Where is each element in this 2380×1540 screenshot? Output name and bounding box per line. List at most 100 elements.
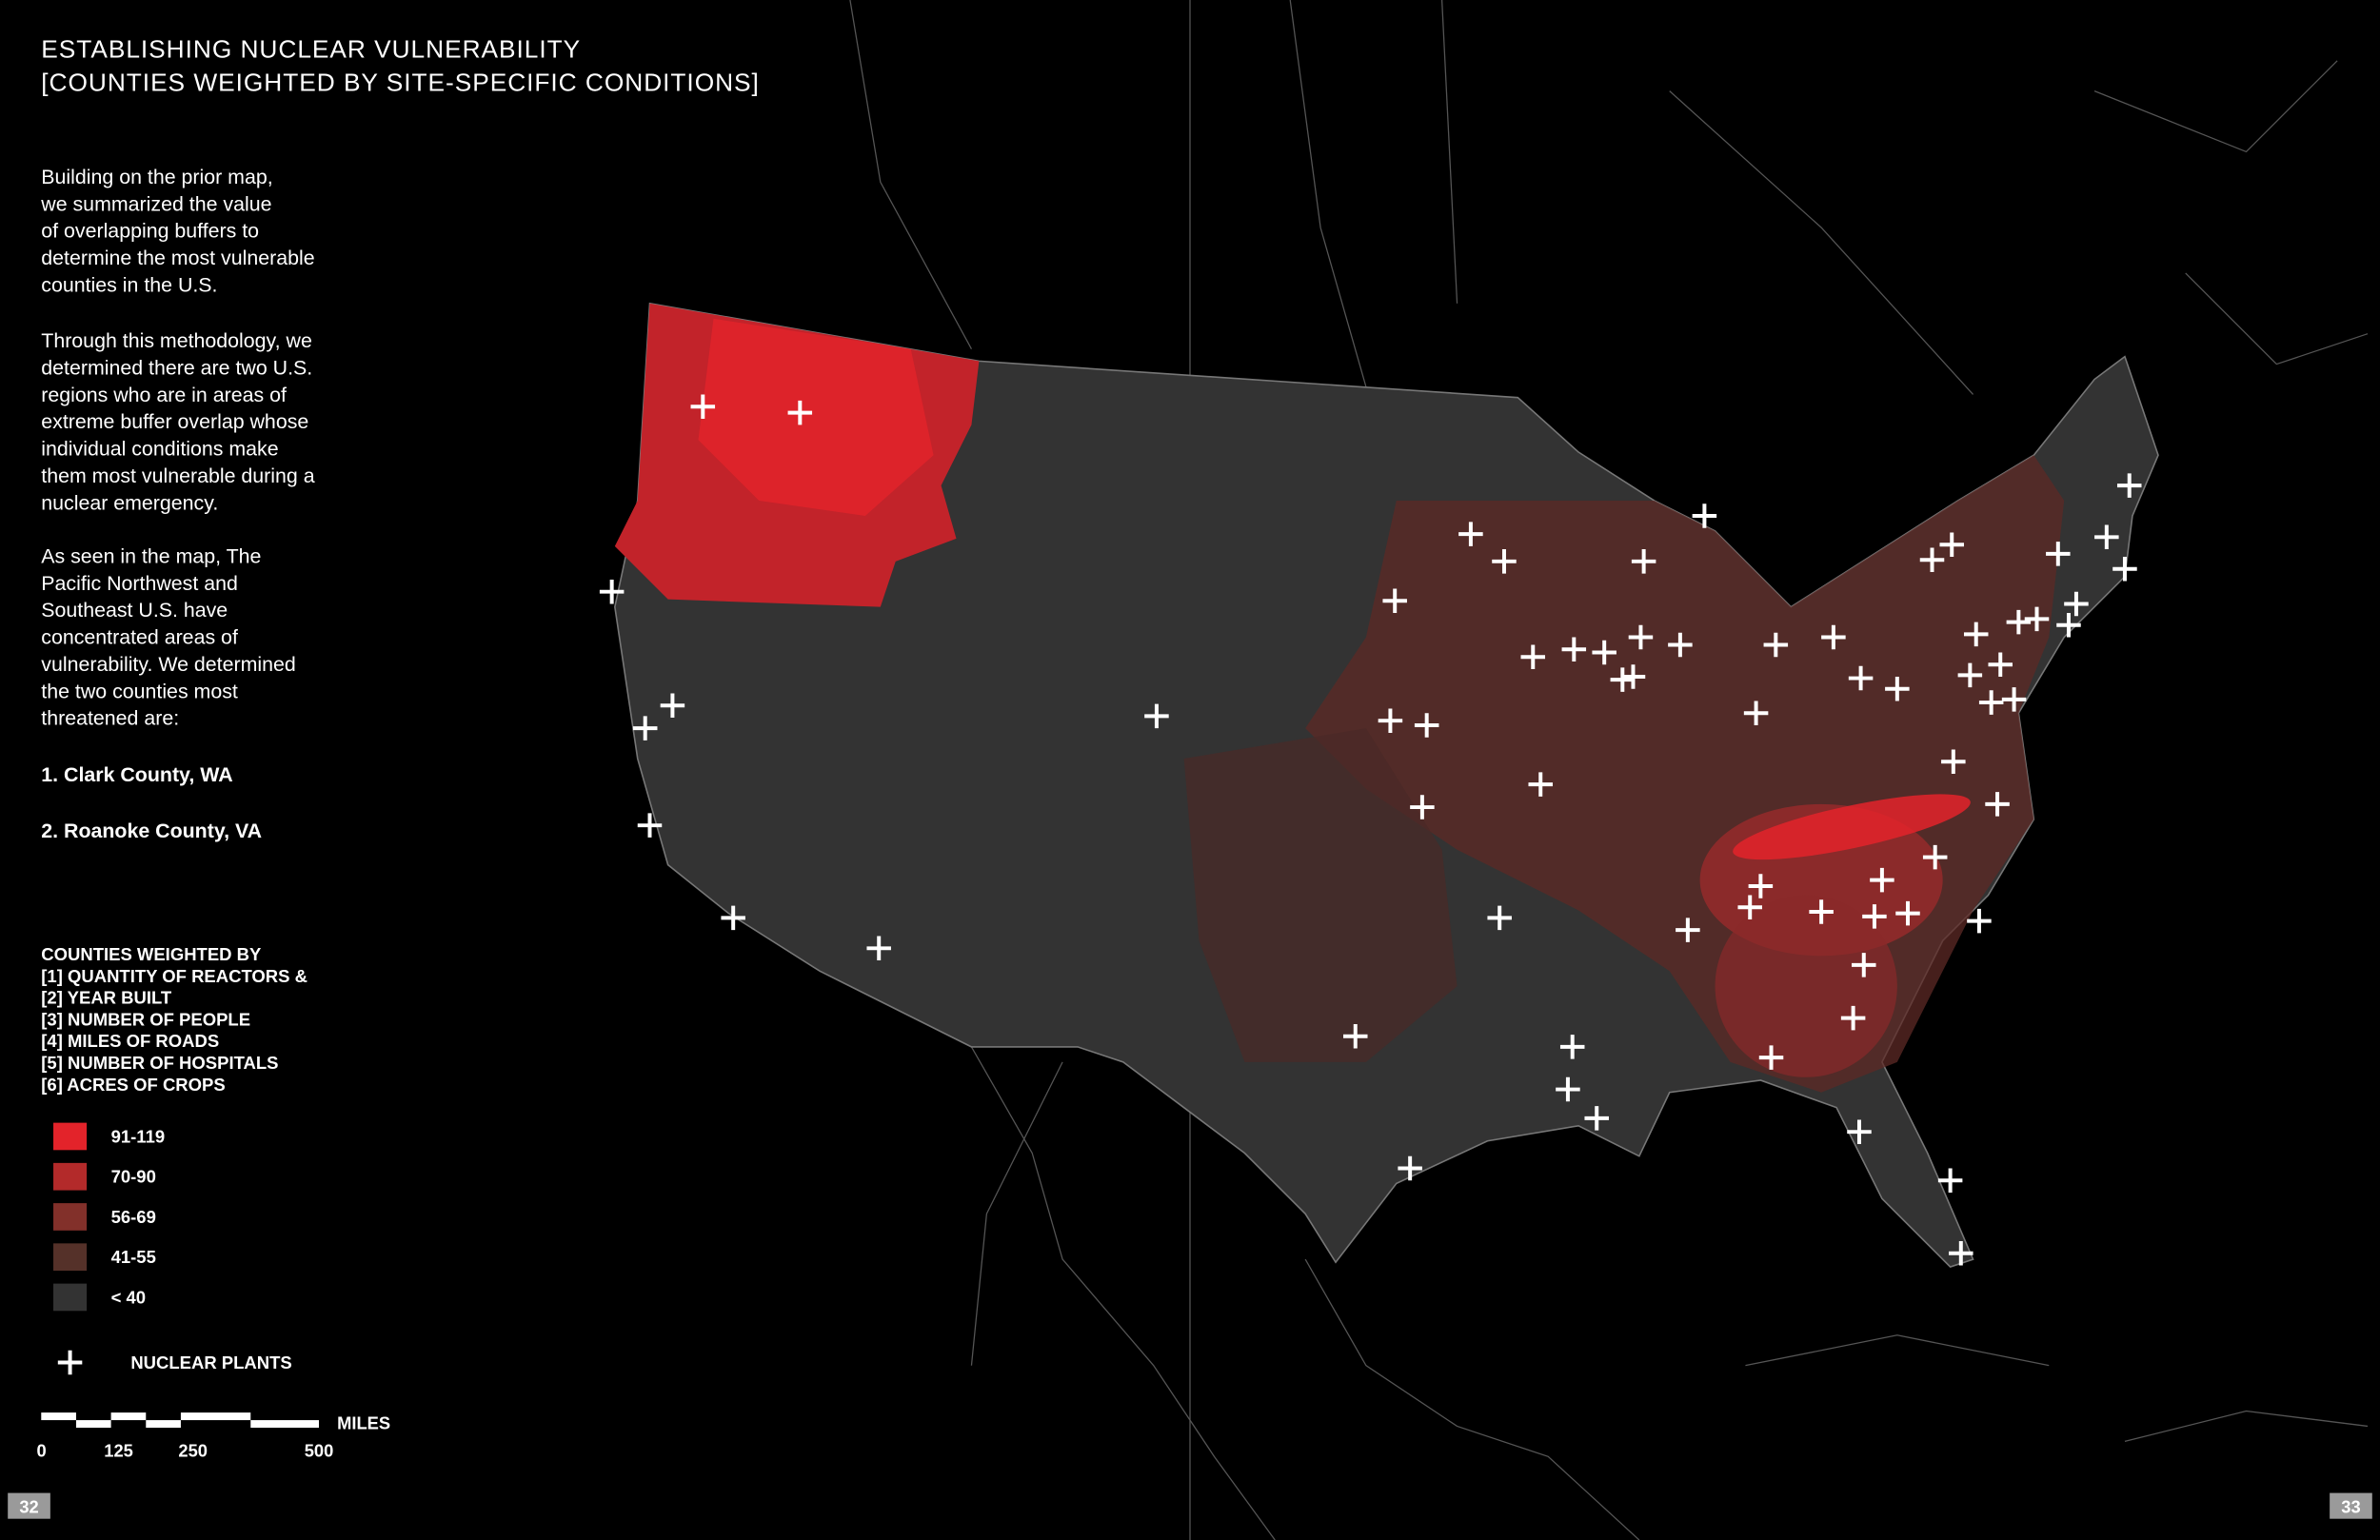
- scale-label: 125: [104, 1440, 133, 1460]
- plant-marker: [1487, 905, 1512, 931]
- plant-marker: [1458, 522, 1483, 546]
- plant-marker: [1919, 547, 1945, 572]
- plant-marker: [2001, 687, 2027, 712]
- plant-marker: [1382, 588, 1407, 614]
- plant-marker: [1957, 662, 1983, 688]
- body-line: the two counties most: [41, 680, 238, 702]
- plant-marker: [1847, 1119, 1872, 1144]
- plant-marker: [1492, 549, 1517, 574]
- title-line: [COUNTIES WEIGHTED BY SITE-SPECIFIC COND…: [41, 69, 760, 97]
- plant-marker: [1821, 624, 1846, 650]
- plant-marker: [1862, 904, 1887, 929]
- plant-marker: [1941, 749, 1966, 774]
- body-line: Through this methodology, we: [41, 329, 312, 352]
- scale-bar: MILES 0 125 250 500: [36, 1412, 390, 1460]
- plant-marker: [1592, 640, 1616, 665]
- plant-marker: [1528, 772, 1553, 797]
- plant-marker: [1378, 708, 1403, 733]
- body-line: threatened are:: [41, 707, 179, 730]
- legend-heading: [4] MILES OF ROADS: [41, 1031, 219, 1051]
- plant-marker: [2094, 524, 2119, 550]
- title-line: ESTABLISHING NUCLEAR VULNERABILITY: [41, 35, 581, 64]
- scale-seg: [110, 1412, 147, 1421]
- legend-swatch: [53, 1203, 88, 1231]
- body-line: Southeast U.S. have: [41, 599, 228, 622]
- plant-marker: [2006, 609, 2032, 635]
- page-number-box: [2330, 1492, 2372, 1519]
- plant-marker: [632, 716, 658, 740]
- scale-seg: [250, 1420, 319, 1429]
- plant-marker: [787, 400, 813, 425]
- legend-heading: [2] YEAR BUILT: [41, 988, 172, 1008]
- plant-marker: [2046, 542, 2071, 566]
- page-number-box: [8, 1492, 50, 1519]
- plant-marker: [1559, 1035, 1585, 1059]
- body-line: counties in the U.S.: [41, 273, 217, 296]
- plant-marker: [1410, 795, 1435, 819]
- legend-swatch: [53, 1122, 88, 1151]
- body-line: of overlapping buffers to: [41, 220, 259, 243]
- body-line: them most vulnerable during a: [41, 464, 314, 487]
- plant-marker: [1763, 632, 1789, 658]
- plant-legend-label: NUCLEAR PLANTS: [130, 1352, 291, 1372]
- plant-marker: [1668, 632, 1693, 658]
- plant-marker: [1343, 1024, 1368, 1049]
- legend-heading: COUNTIES WEIGHTED BY: [41, 944, 262, 964]
- intro: Building on the prior map, we summarized …: [40, 166, 314, 730]
- scale-seg: [180, 1412, 251, 1421]
- plant-marker: [1737, 895, 1762, 920]
- legend-label: 41-55: [111, 1247, 156, 1267]
- plant-marker: [1978, 690, 2004, 715]
- plant-marker: [1414, 713, 1439, 738]
- appalachian-core: [1733, 794, 1971, 860]
- page-number: 33: [2341, 1496, 2360, 1516]
- body-line: vulnerability. We determined: [41, 653, 296, 676]
- body-line: nuclear emergency.: [41, 491, 218, 514]
- plant-marker: [1967, 908, 1992, 934]
- plant-icon: [57, 1350, 83, 1375]
- mexico-caribbean-lines: [970, 1046, 2369, 1540]
- body-line: extreme buffer overlap whose: [41, 410, 308, 433]
- scale-unit: MILES: [337, 1413, 390, 1433]
- plant-marker: [637, 813, 663, 838]
- plant-marker: [599, 579, 625, 604]
- body-line: As seen in the map, The: [41, 544, 261, 567]
- plains-region: [1183, 728, 1458, 1062]
- scale-label: 500: [305, 1440, 334, 1460]
- plant-marker: [1939, 532, 1964, 558]
- plant-marker: [1840, 1005, 1866, 1031]
- legend-label: 70-90: [111, 1167, 156, 1187]
- body-line: we summarized the value: [40, 192, 271, 215]
- plant-marker: [1398, 1155, 1422, 1181]
- plant-marker: [1922, 844, 1948, 870]
- plant-marker: [1895, 900, 1920, 926]
- plant-marker: [1676, 918, 1700, 942]
- canada-lines: [849, 0, 2369, 395]
- body-line: Pacific Northwest and: [41, 572, 238, 595]
- scale-seg: [41, 1412, 76, 1421]
- plant-marker: [1758, 1045, 1784, 1070]
- plant-marker: [1852, 953, 1876, 977]
- plant-marker: [1631, 549, 1656, 574]
- legend: COUNTIES WEIGHTED BY[1] QUANTITY OF REAC…: [41, 944, 307, 1312]
- plant-marker: [660, 693, 685, 719]
- plant-legend: NUCLEAR PLANTS: [57, 1350, 292, 1375]
- legend-label: 56-69: [111, 1207, 156, 1227]
- plant-marker: [1870, 867, 1894, 893]
- plant-marker: [1692, 503, 1717, 528]
- legend-label: < 40: [111, 1287, 146, 1307]
- plant-marker: [1949, 1240, 1973, 1266]
- body-line: Building on the prior map,: [41, 166, 272, 188]
- legend-heading: [5] NUMBER OF HOSPITALS: [41, 1053, 278, 1073]
- legend-swatch: [53, 1162, 88, 1191]
- nuclear-plants: [599, 394, 2142, 1266]
- body-line: individual conditions make: [41, 438, 278, 461]
- plant-marker: [690, 394, 716, 419]
- legend-heading: [3] NUMBER OF PEOPLE: [41, 1009, 250, 1029]
- legend-swatch: [53, 1243, 88, 1272]
- legend-label: 91-119: [111, 1126, 166, 1146]
- plant-marker: [1610, 667, 1636, 692]
- plant-marker: [1620, 664, 1646, 689]
- scale-label: 0: [36, 1440, 46, 1460]
